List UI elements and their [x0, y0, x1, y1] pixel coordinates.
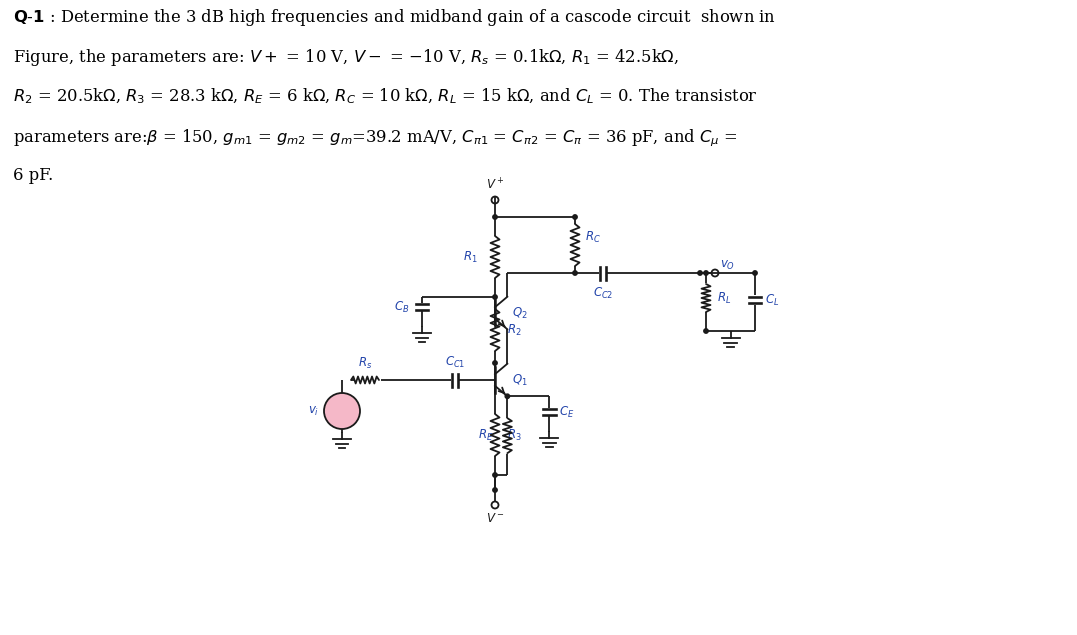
Text: $R_3$: $R_3$: [507, 427, 521, 443]
Text: $R_2$: $R_2$: [507, 323, 521, 338]
Text: $R_C$: $R_C$: [585, 229, 601, 244]
Text: $R_s$: $R_s$: [358, 356, 373, 371]
Text: $R_L$: $R_L$: [717, 290, 731, 305]
Text: $C_{C2}$: $C_{C2}$: [592, 286, 613, 301]
Circle shape: [493, 295, 498, 299]
Text: +: +: [337, 398, 347, 410]
Circle shape: [505, 394, 509, 398]
Circle shape: [573, 215, 577, 219]
Text: $C_L$: $C_L$: [765, 293, 780, 307]
Circle shape: [698, 271, 702, 275]
Text: parameters are:$\beta$ = 150, $g_{m1}$ = $g_{m2}$ = $g_m$=39.2 mA/V, $C_{\pi 1}$: parameters are:$\beta$ = 150, $g_{m1}$ =…: [13, 127, 738, 149]
Circle shape: [703, 329, 709, 333]
Circle shape: [493, 215, 498, 219]
Text: $V^-$: $V^-$: [486, 512, 504, 525]
Circle shape: [703, 271, 709, 275]
Text: $R_1$: $R_1$: [463, 250, 478, 265]
Text: $R_2$ = 20.5k$\Omega$, $R_3$ = 28.3 k$\Omega$, $R_E$ = 6 k$\Omega$, $R_C$ = 10 k: $R_2$ = 20.5k$\Omega$, $R_3$ = 28.3 k$\O…: [13, 87, 758, 107]
Text: $R_E$: $R_E$: [478, 428, 493, 443]
Text: 6 pF.: 6 pF.: [13, 167, 53, 184]
Text: $C_B$: $C_B$: [393, 300, 409, 314]
Circle shape: [493, 361, 498, 365]
Text: $v_O$: $v_O$: [721, 259, 736, 272]
Text: $C_{C1}$: $C_{C1}$: [445, 355, 465, 370]
Text: $\mathbf{Q\text{-}1}$ : Determine the 3 dB high frequencies and midband gain of : $\mathbf{Q\text{-}1}$ : Determine the 3 …: [13, 7, 777, 28]
Circle shape: [573, 271, 577, 275]
Text: $C_E$: $C_E$: [559, 404, 575, 420]
Text: $v_i$: $v_i$: [308, 404, 319, 418]
Text: Figure, the parameters are: $V+$ = 10 V, $V-$ = $-$10 V, $R_s$ = 0.1k$\Omega$, $: Figure, the parameters are: $V+$ = 10 V,…: [13, 47, 679, 68]
Text: $Q_2$: $Q_2$: [513, 305, 528, 321]
Text: $V^+$: $V^+$: [486, 178, 504, 193]
Circle shape: [493, 488, 498, 492]
Text: $Q_1$: $Q_1$: [513, 373, 528, 387]
Circle shape: [324, 393, 360, 429]
Text: $-$: $-$: [336, 411, 348, 425]
Circle shape: [753, 271, 757, 275]
Circle shape: [493, 473, 498, 477]
